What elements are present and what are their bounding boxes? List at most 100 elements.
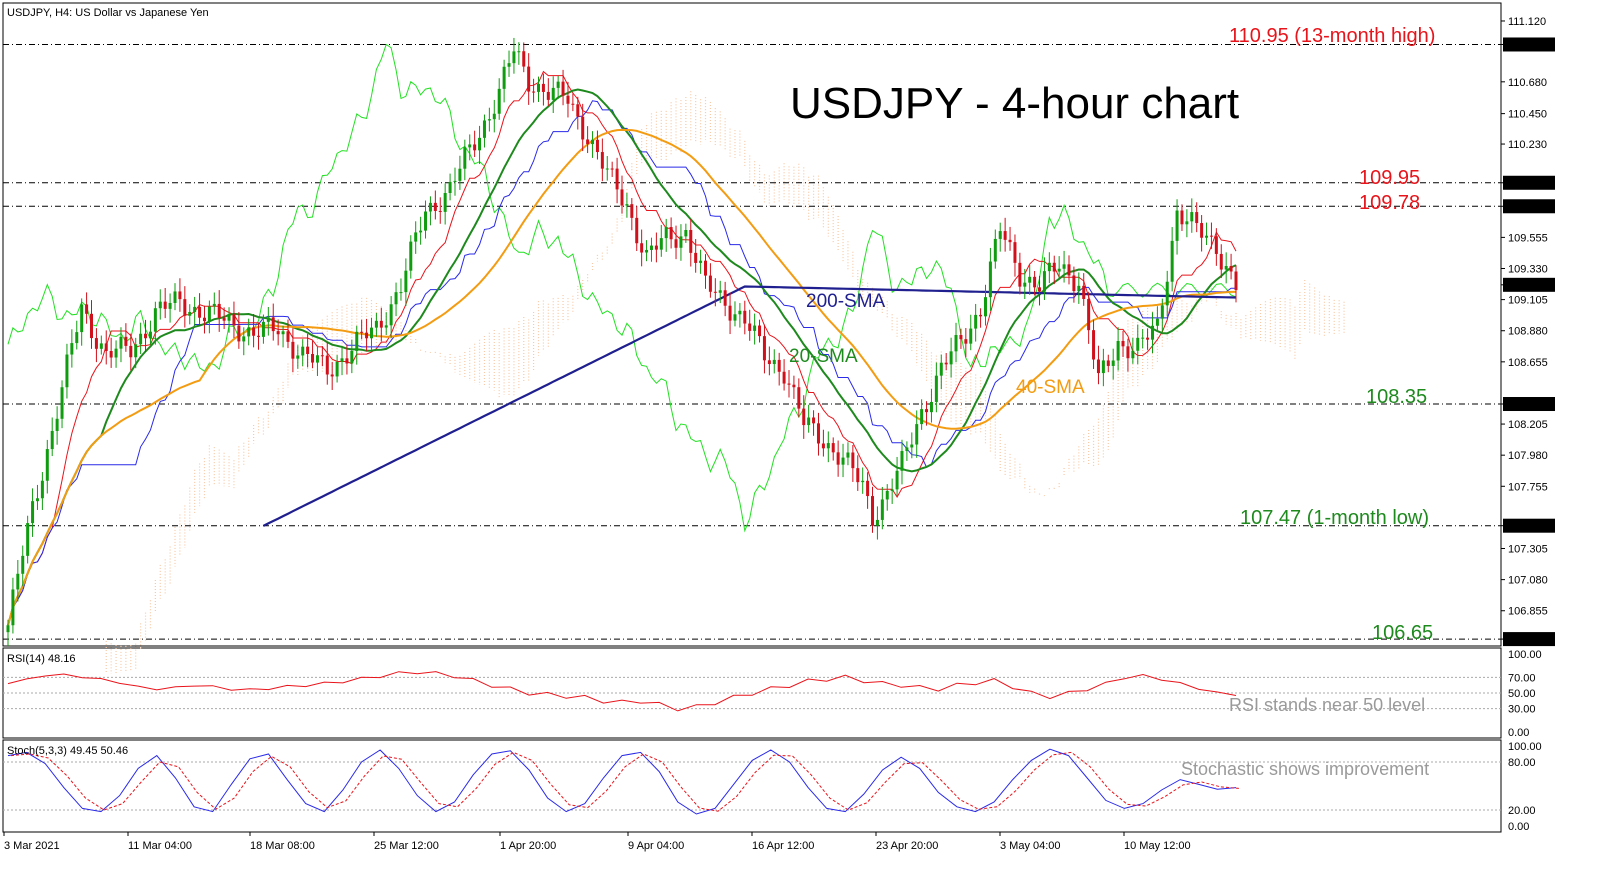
candle-body	[271, 317, 275, 332]
candle-body	[910, 444, 914, 448]
candle-body	[1018, 262, 1022, 287]
candle-body	[424, 211, 428, 231]
level-label-108-35: 108.35	[1366, 386, 1427, 408]
candle-body	[45, 449, 49, 481]
candle-body	[630, 204, 634, 218]
candle-body	[841, 457, 845, 465]
candle-body	[974, 314, 978, 329]
candle-body	[733, 314, 737, 321]
candle-body	[291, 341, 295, 359]
candle-body	[522, 51, 526, 67]
candle-body	[1116, 341, 1120, 361]
kijun-line	[7, 100, 1236, 626]
candle-body	[949, 351, 953, 365]
candle-body	[605, 168, 609, 170]
stoch-tick-label: 100.00	[1508, 741, 1542, 753]
candle-body	[1126, 346, 1130, 359]
candle-body	[645, 249, 649, 253]
candle-body	[242, 336, 246, 342]
candle-body	[188, 311, 192, 316]
stoch-tick-label: 80.00	[1508, 757, 1536, 769]
candle-body	[821, 443, 825, 449]
candle-body	[1121, 341, 1125, 347]
candle-body	[718, 290, 722, 293]
candle-body	[70, 343, 74, 355]
candle-body	[394, 292, 398, 305]
moving-averages	[7, 43, 1237, 626]
price-tick-label: 110.450	[1508, 109, 1547, 121]
candle-body	[679, 236, 683, 248]
candle-body	[217, 303, 221, 319]
time-tick-label: 10 May 12:00	[1124, 840, 1191, 852]
candle-body	[374, 320, 378, 328]
candle-body	[900, 451, 904, 471]
candle-body	[124, 336, 128, 346]
candle-body	[620, 189, 624, 206]
candle-body	[920, 409, 924, 425]
candle-body	[762, 336, 766, 361]
time-tick-label: 16 Apr 12:00	[752, 840, 814, 852]
price-tick-label: 108.880	[1508, 326, 1548, 338]
candle-body	[119, 336, 123, 349]
time-tick-label: 9 Apr 04:00	[628, 840, 684, 852]
candle-body	[831, 443, 835, 453]
price-tag	[1503, 37, 1555, 52]
level-label-106-65: 106.65	[1372, 622, 1433, 644]
candle-body	[389, 304, 393, 326]
candle-body	[708, 275, 712, 292]
time-tick-label: 11 Mar 04:00	[128, 840, 192, 852]
symbol-header: USDJPY, H4: US Dollar vs Japanese Yen	[7, 7, 209, 19]
candle-body	[728, 305, 732, 321]
candle-body	[202, 317, 206, 322]
candle-body	[561, 81, 565, 96]
candle-body	[581, 116, 585, 140]
rsi-tick-label: 100.00	[1508, 649, 1542, 661]
candle-body	[1057, 268, 1061, 272]
rsi-annotation: RSI stands near 50 level	[1229, 695, 1425, 715]
candle-body	[866, 480, 870, 497]
candle-body	[139, 333, 143, 345]
stoch-tick-label: 0.00	[1508, 821, 1529, 833]
time-axis: 3 Mar 2021 11 Mar 04:00 18 Mar 08:00 25 Mar…	[3, 832, 1191, 852]
candle-body	[114, 348, 118, 358]
candle-body	[851, 452, 855, 469]
level-label-109-78: 109.78	[1359, 192, 1420, 214]
candle-body	[144, 333, 148, 339]
candle-body	[1209, 235, 1213, 237]
candle-body	[109, 350, 113, 358]
candle-body	[1082, 285, 1086, 299]
candle-body	[576, 104, 580, 117]
candle-body	[26, 523, 30, 556]
candle-body	[1170, 240, 1174, 282]
price-tag	[1503, 632, 1555, 647]
candle-body	[11, 589, 15, 626]
candle-body	[787, 383, 791, 385]
stoch-panel	[2, 739, 1502, 833]
stochastic-series: 100.00 80.00 20.00 0.00	[3, 741, 1542, 833]
candle-body	[1160, 305, 1164, 319]
stoch-tick-label: 20.00	[1508, 805, 1536, 817]
candle-body	[227, 314, 231, 321]
candle-body	[80, 304, 84, 333]
candle-body	[281, 331, 285, 335]
candle-body	[979, 314, 983, 317]
candle-body	[615, 168, 619, 190]
price-tick-label: 109.105	[1508, 295, 1548, 307]
sma40-line	[7, 128, 1236, 626]
candle-body	[600, 152, 604, 169]
candle-body	[846, 452, 850, 458]
candle-body	[301, 346, 305, 356]
time-tick-label: 18 Mar 08:00	[250, 840, 315, 852]
candle-body	[704, 260, 708, 276]
candle-body	[1003, 231, 1007, 240]
candle-body	[296, 355, 300, 359]
candle-body	[880, 499, 884, 520]
level-label-109-95: 109.95	[1359, 167, 1420, 189]
candle-body	[232, 314, 236, 326]
candle-body	[571, 103, 575, 105]
candle-body	[925, 409, 929, 413]
candle-body	[458, 168, 462, 181]
candle-body	[816, 423, 820, 444]
candle-body	[21, 555, 25, 574]
candle-body	[983, 297, 987, 317]
